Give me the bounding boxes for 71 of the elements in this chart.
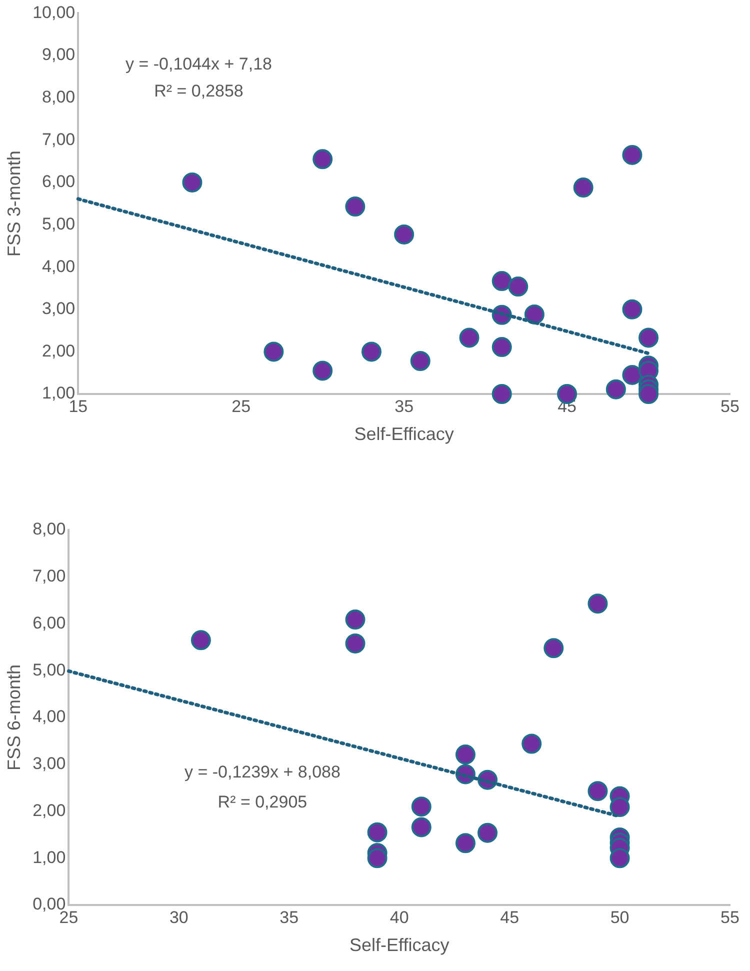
x-tick-label: 55 [720, 908, 740, 927]
y-tick-label: 10,00 [32, 2, 76, 22]
point [345, 633, 366, 654]
point [622, 144, 642, 165]
point [638, 384, 659, 404]
y-axis-title: FSS 3-month [4, 150, 24, 257]
point [345, 610, 366, 630]
x-tick-label: 55 [720, 396, 740, 416]
y-tick-label: 3,00 [32, 754, 66, 774]
y-tick-label: 9,00 [42, 45, 76, 64]
y-tick-label: 6,00 [42, 172, 76, 192]
x-tick-label: 50 [610, 908, 630, 927]
point [459, 328, 480, 348]
y-axis-title: FSS 6-month [4, 664, 24, 771]
point [588, 781, 608, 802]
point [492, 271, 512, 292]
point [182, 172, 202, 192]
x-tick-label: 35 [280, 908, 299, 927]
point [606, 379, 626, 400]
x-axis-title: Self-Efficacy [354, 424, 454, 444]
annotation: y = -0,1044x + 7,18 [125, 54, 272, 74]
point [455, 833, 476, 854]
y-tick-label: 5,00 [32, 660, 66, 680]
annotation: y = -0,1239x + 8,088 [184, 762, 340, 782]
point [367, 848, 388, 868]
y-tick-label: 6,00 [32, 613, 66, 632]
point [622, 299, 642, 320]
y-tick-label: 2,00 [42, 341, 76, 360]
point [492, 384, 512, 404]
point [478, 822, 498, 843]
point [544, 638, 564, 658]
point [361, 342, 382, 362]
point [312, 149, 333, 170]
point [588, 594, 608, 614]
point [492, 337, 512, 358]
point [622, 364, 642, 385]
point [394, 224, 414, 244]
point [610, 848, 630, 868]
x-tick-label: 25 [232, 396, 251, 416]
x-axis-title: Self-Efficacy [349, 935, 450, 956]
point [410, 351, 430, 371]
y-tick-label: 4,00 [42, 256, 76, 276]
point [345, 196, 366, 217]
point [190, 630, 211, 650]
y-tick-label: 5,00 [42, 214, 76, 234]
y-tick-label: 8,00 [32, 520, 66, 539]
point [312, 360, 333, 381]
x-tick-label: 30 [169, 908, 188, 927]
y-tick-label: 4,00 [32, 707, 66, 726]
point [522, 734, 542, 754]
y-tick-label: 7,00 [42, 130, 76, 149]
point [610, 797, 630, 818]
point [508, 276, 528, 297]
point [411, 796, 432, 817]
point [573, 178, 594, 198]
x-tick-label: 35 [394, 396, 414, 416]
y-tick-label: 3,00 [42, 299, 76, 318]
annotation: R² = 0,2858 [154, 82, 244, 101]
point [455, 744, 476, 765]
y-tick-label: 8,00 [42, 88, 76, 107]
y-tick-label: 2,00 [32, 800, 66, 820]
y-tick-label: 7,00 [32, 566, 66, 586]
point [367, 822, 388, 842]
y-tick-label: 1,00 [32, 848, 66, 867]
point [524, 304, 544, 324]
point [638, 328, 659, 348]
x-tick-label: 40 [390, 908, 409, 927]
point [411, 817, 432, 838]
x-tick-label: 45 [500, 908, 520, 927]
annotation: R² = 0,2905 [218, 792, 308, 812]
point [264, 342, 284, 362]
